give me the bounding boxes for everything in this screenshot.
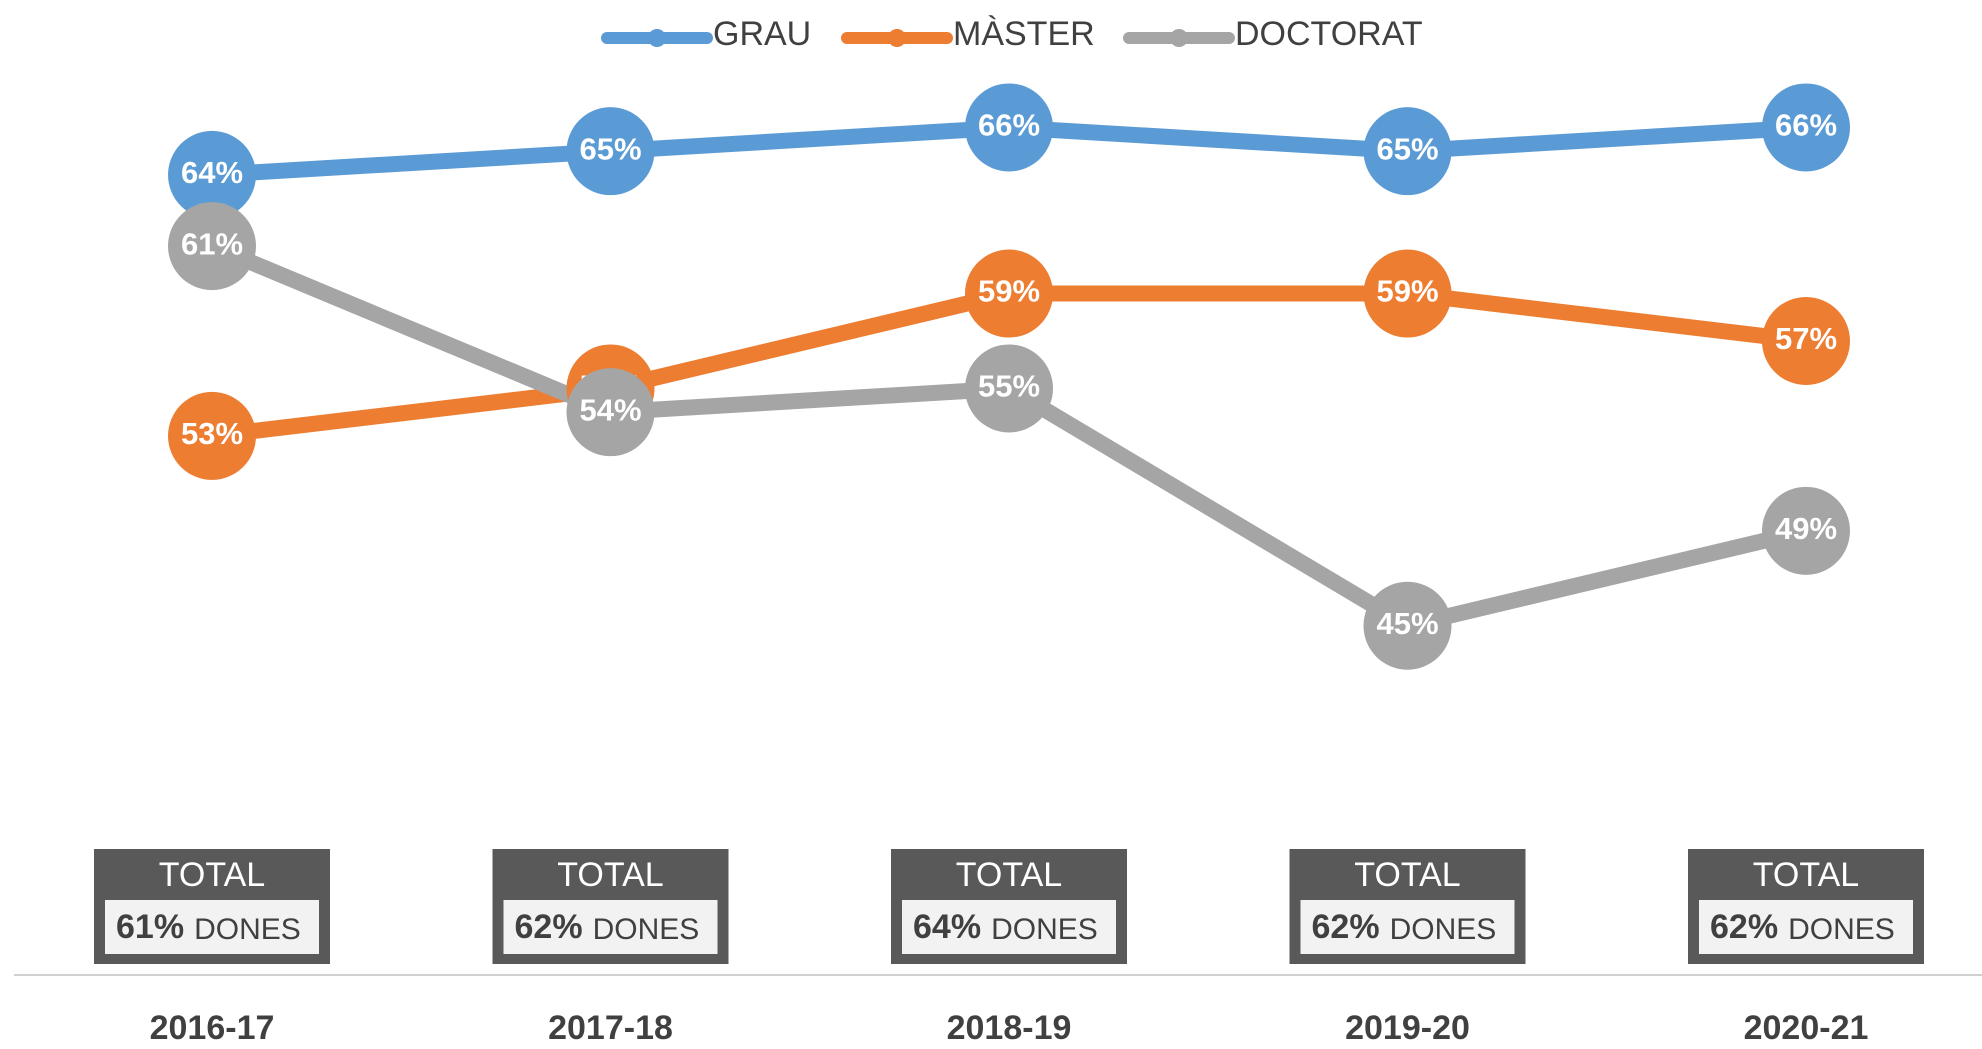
legend-marker bbox=[1170, 29, 1188, 47]
data-label: 59% bbox=[1376, 274, 1438, 309]
total-label: TOTAL bbox=[557, 856, 663, 894]
total-unit: DONES bbox=[1390, 913, 1497, 946]
total-inner bbox=[902, 900, 1116, 954]
data-point bbox=[1762, 486, 1850, 575]
x-tick-label: 2019-20 bbox=[1345, 1009, 1470, 1047]
total-value: 62% bbox=[515, 908, 583, 946]
data-label: 55% bbox=[978, 369, 1040, 404]
total-value: 61% bbox=[116, 908, 184, 946]
legend-label: GRAU bbox=[713, 15, 811, 53]
x-tick-label: 2016-17 bbox=[150, 1009, 275, 1047]
total-value: 62% bbox=[1710, 908, 1778, 946]
data-label: 65% bbox=[579, 131, 641, 166]
total-value: 62% bbox=[1312, 908, 1380, 946]
total-inner bbox=[1300, 900, 1515, 954]
data-point bbox=[1363, 581, 1452, 670]
data-label: 66% bbox=[1775, 108, 1837, 143]
data-label: 54% bbox=[579, 392, 641, 427]
data-label: 45% bbox=[1376, 606, 1438, 641]
data-point bbox=[566, 107, 655, 196]
total-label: TOTAL bbox=[956, 856, 1062, 894]
data-label: 57% bbox=[1775, 321, 1837, 356]
data-point bbox=[1363, 249, 1452, 338]
data-label: 66% bbox=[978, 108, 1040, 143]
total-label: TOTAL bbox=[159, 856, 265, 894]
total-inner bbox=[105, 900, 319, 954]
total-unit: DONES bbox=[194, 913, 301, 946]
data-label: 61% bbox=[181, 226, 243, 261]
total-inner bbox=[503, 900, 718, 954]
total-inner bbox=[1699, 900, 1913, 954]
data-point bbox=[965, 83, 1053, 172]
total-unit: DONES bbox=[593, 913, 700, 946]
total-unit: DONES bbox=[991, 913, 1098, 946]
data-label: 64% bbox=[181, 155, 243, 190]
legend-label: MÀSTER bbox=[953, 15, 1095, 53]
data-point bbox=[168, 391, 256, 480]
data-point bbox=[965, 249, 1053, 338]
data-label: 65% bbox=[1376, 131, 1438, 166]
legend-marker bbox=[648, 29, 666, 47]
x-tick-label: 2020-21 bbox=[1744, 1009, 1869, 1047]
total-label: TOTAL bbox=[1354, 856, 1460, 894]
data-label: 53% bbox=[181, 416, 243, 451]
total-unit: DONES bbox=[1788, 913, 1895, 946]
x-tick-label: 2017-18 bbox=[548, 1009, 673, 1047]
data-point bbox=[1762, 83, 1850, 172]
data-point bbox=[1363, 107, 1452, 196]
total-label: TOTAL bbox=[1753, 856, 1859, 894]
data-point bbox=[1762, 297, 1850, 385]
legend-marker bbox=[888, 29, 906, 47]
data-point bbox=[965, 344, 1053, 433]
data-point bbox=[566, 368, 655, 457]
data-point bbox=[168, 202, 256, 291]
x-tick-label: 2018-19 bbox=[947, 1009, 1072, 1047]
total-value: 64% bbox=[913, 908, 981, 946]
data-point bbox=[168, 130, 256, 219]
legend-label: DOCTORAT bbox=[1235, 15, 1423, 53]
data-label: 59% bbox=[978, 274, 1040, 309]
data-label: 49% bbox=[1775, 511, 1837, 546]
